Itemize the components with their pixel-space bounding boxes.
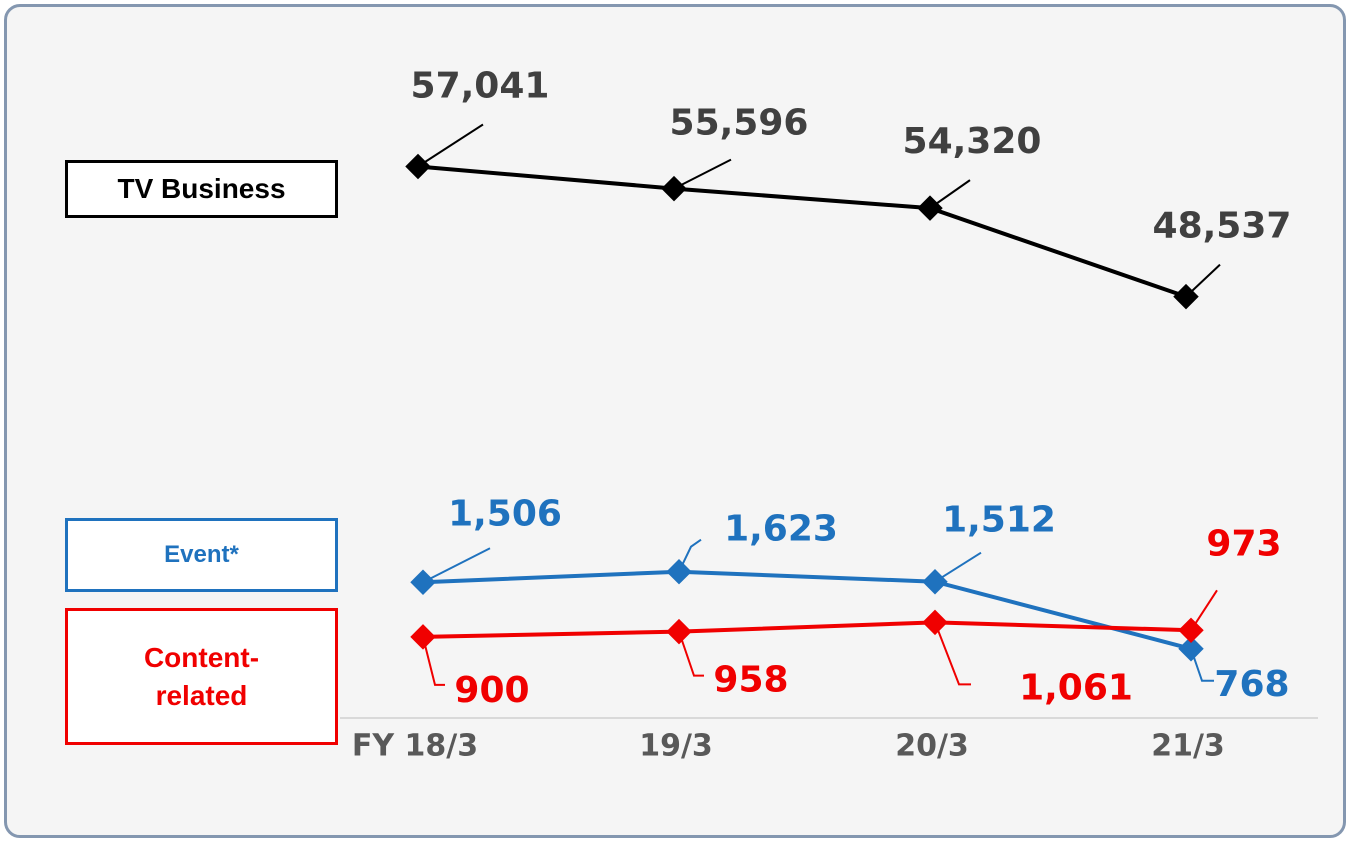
data-label: 1,623 — [724, 509, 838, 550]
data-label: 54,320 — [903, 121, 1042, 162]
data-label: 973 — [1206, 523, 1281, 564]
legend-box: Content-related — [65, 608, 338, 745]
x-tick-label: 20/3 — [895, 729, 969, 764]
x-tick-label: FY 18/3 — [352, 729, 478, 764]
marker — [917, 195, 943, 221]
legend-label: Event* — [164, 541, 239, 568]
data-label: 900 — [454, 670, 529, 711]
leader-line — [422, 636, 445, 686]
marker — [1178, 617, 1204, 644]
leader-line — [673, 158, 732, 190]
marker — [666, 558, 692, 585]
legend-label: Content-related — [143, 641, 260, 711]
legend-label: TV Business — [117, 173, 286, 204]
series-line — [422, 569, 1192, 651]
marker — [410, 624, 436, 650]
leader-line — [934, 622, 971, 686]
data-label: 55,596 — [670, 103, 809, 144]
data-label: 1,061 — [1019, 667, 1133, 708]
marker — [922, 609, 948, 636]
data-label: 57,041 — [411, 65, 550, 106]
x-tick-label: 21/3 — [1151, 729, 1225, 764]
series-line — [422, 620, 1192, 639]
x-tick-label: 19/3 — [639, 729, 713, 764]
marker — [661, 175, 687, 202]
data-label: 1,512 — [942, 500, 1056, 541]
legend-box: TV Business — [65, 160, 338, 218]
leader-line — [678, 631, 704, 677]
marker — [922, 568, 948, 595]
leader-line — [417, 123, 484, 168]
data-label: 1,506 — [448, 493, 562, 534]
series-line — [417, 164, 1187, 299]
data-label: 48,537 — [1153, 206, 1292, 247]
leader-line — [422, 547, 491, 584]
leader-line — [1190, 648, 1214, 682]
marker — [666, 618, 692, 645]
data-label: 768 — [1214, 664, 1289, 705]
marker — [410, 569, 436, 595]
marker — [405, 153, 431, 180]
legend-box: Event* — [65, 518, 338, 592]
data-label: 958 — [713, 660, 788, 701]
